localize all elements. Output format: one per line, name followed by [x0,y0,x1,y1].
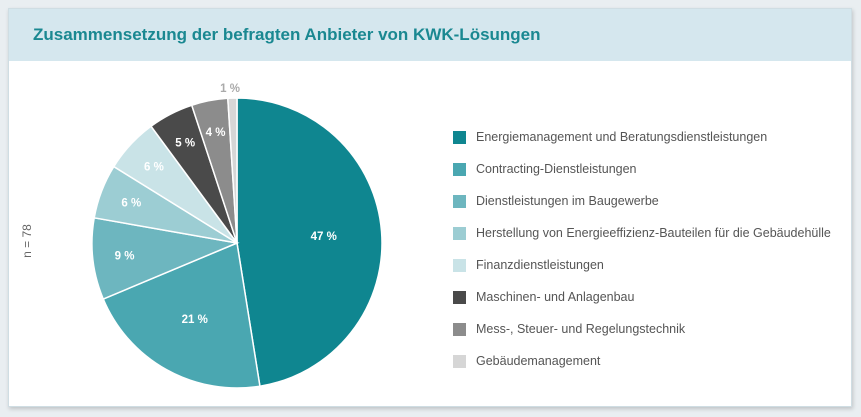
pie-chart: 47 % 21 % 9 % 6 % 6 % 5 % 4 % 1 % [91,83,383,389]
legend-swatch [453,162,466,176]
legend-swatch [453,258,466,272]
legend-label: Maschinen- und Anlagenbau [476,290,635,304]
chart-title: Zusammensetzung der befragten Anbieter v… [33,25,541,44]
pie-label-finanzdienstleistungen: 6 % [144,161,164,173]
legend-label: Gebäudemanagement [476,354,601,368]
legend-item-maschinen-und-anlagenbau: Maschinen- und Anlagenbau [453,281,831,313]
pie-label-energiemanagement-und-beratungsdienstleistungen: 47 % [311,231,337,243]
legend-item-herstellung-von-energieeffizienz-bauteilen-f-r-die-geb-udeh-lle: Herstellung von Energieeffizienz-Bauteil… [453,217,831,249]
chart-header: Zusammensetzung der befragten Anbieter v… [9,9,851,61]
legend-item-mess-steuer-und-regelungstechnik: Mess-, Steuer- und Regelungstechnik [453,313,831,345]
legend-swatch [453,130,466,144]
legend-swatch [453,226,466,240]
chart-card: Zusammensetzung der befragten Anbieter v… [8,8,852,407]
legend-item-finanzdienstleistungen: Finanzdienstleistungen [453,249,831,281]
legend-item-geb-udemanagement: Gebäudemanagement [453,345,831,377]
pie-label-herstellung-von-energieeffizienz-bauteilen-f-r-die-geb-udeh-lle: 6 % [121,198,141,210]
legend-label: Contracting-Dienstleistungen [476,162,637,176]
pie-label-geb-udemanagement: 1 % [220,83,240,95]
pie-label-dienstleistungen-im-baugewerbe: 9 % [115,251,135,263]
pie-slice-contracting-dienstleistungen [102,241,261,389]
pie-slice-geb-udemanagement [227,97,238,244]
legend-swatch [453,322,466,336]
pie-label-contracting-dienstleistungen: 21 % [182,314,208,326]
legend-item-dienstleistungen-im-baugewerbe: Dienstleistungen im Baugewerbe [453,185,831,217]
legend-swatch [453,354,466,368]
pie-label-maschinen-und-anlagenbau: 5 % [175,137,195,149]
chart-legend: Energiemanagement und Beratungsdienstlei… [453,121,831,377]
legend-item-contracting-dienstleistungen: Contracting-Dienstleistungen [453,153,831,185]
pie-slice-energiemanagement-und-beratungsdienstleistungen [236,97,383,388]
pie-slice-dienstleistungen-im-baugewerbe [91,216,240,301]
legend-swatch [453,194,466,208]
legend-label: Herstellung von Energieeffizienz-Bauteil… [476,226,831,240]
legend-item-energiemanagement-und-beratungsdienstleistungen: Energiemanagement und Beratungsdienstlei… [453,121,831,153]
legend-label: Mess-, Steuer- und Regelungstechnik [476,322,686,336]
legend-label: Dienstleistungen im Baugewerbe [476,194,659,208]
legend-label: Energiemanagement und Beratungsdienstlei… [476,130,768,144]
legend-label: Finanzdienstleistungen [476,258,604,272]
legend-swatch [453,290,466,304]
pie-label-mess-steuer-und-regelungstechnik: 4 % [206,127,226,139]
